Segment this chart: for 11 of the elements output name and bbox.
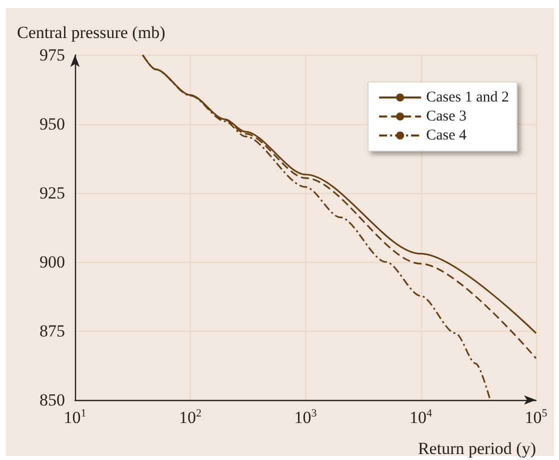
y-tick-label: 975 bbox=[40, 46, 65, 64]
legend-label: Case 3 bbox=[426, 108, 467, 124]
y-tick-label: 900 bbox=[40, 252, 65, 272]
legend-label: Cases 1 and 2 bbox=[426, 90, 510, 106]
legend-label: Case 4 bbox=[426, 128, 468, 144]
y-tick-label: 850 bbox=[40, 390, 65, 410]
y-tick-label: 925 bbox=[40, 184, 65, 202]
x-axis-title: Return period (y) bbox=[418, 439, 536, 458]
y-tick-label: 875 bbox=[40, 322, 65, 340]
y-tick-label: 950 bbox=[40, 114, 65, 134]
y-axis-title: Central pressure (mb) bbox=[17, 23, 166, 42]
